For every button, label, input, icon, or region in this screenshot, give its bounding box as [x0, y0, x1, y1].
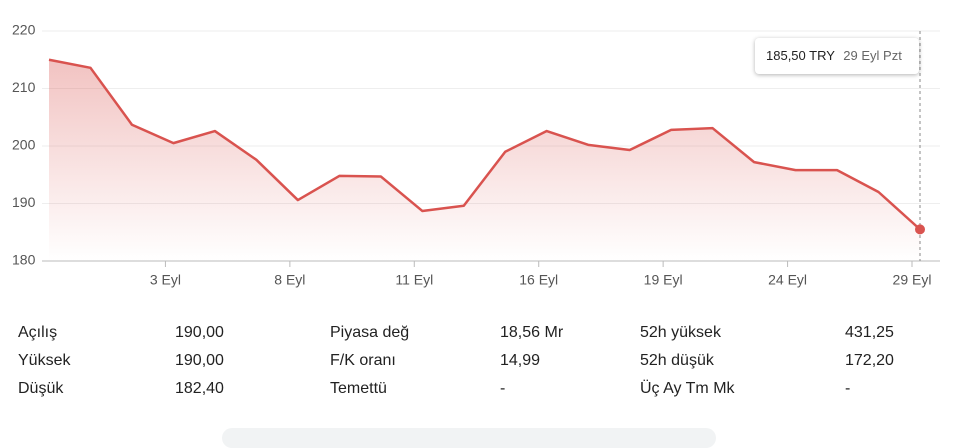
stat-value: 172,20 [845, 352, 894, 369]
y-tick-label: 210 [12, 79, 36, 95]
y-tick-label: 220 [12, 22, 36, 38]
stat-label: Temettü [330, 380, 387, 397]
x-tick-label: 16 Eyl [519, 272, 558, 288]
stat-value: - [845, 380, 851, 397]
tooltip-date: 29 Eyl Pzt [843, 48, 902, 63]
x-tick-label: 8 Eyl [274, 272, 305, 288]
stat-label: Açılış [18, 324, 58, 341]
last-point [915, 224, 925, 235]
x-tick-label: 11 Eyl [395, 272, 433, 288]
stat-label: Düşük [18, 380, 64, 397]
stat-value: - [500, 380, 506, 397]
x-tick-label: 19 Eyl [644, 272, 683, 288]
search-box[interactable] [222, 428, 716, 448]
stat-label: Piyasa değ [330, 324, 410, 341]
stat-value: 431,25 [845, 324, 894, 341]
y-tick-label: 180 [12, 252, 36, 268]
tooltip: 185,50 TRY 29 Eyl Pzt [755, 38, 919, 74]
stat-value: 190,00 [175, 352, 224, 369]
stat-label: 52h düşük [640, 352, 714, 369]
stat-value: 14,99 [500, 352, 541, 369]
price-line [48, 58, 921, 231]
x-tick-label: 3 Eyl [150, 272, 181, 288]
tooltip-price: 185,50 TRY [766, 48, 835, 63]
y-tick-label: 190 [12, 194, 36, 210]
stat-label: Üç Ay Tm Mk [640, 380, 735, 397]
area [49, 59, 920, 261]
x-tick-label: 24 Eyl [768, 272, 807, 288]
stat-label: Yüksek [18, 352, 71, 369]
stat-label: 52h yüksek [640, 324, 721, 341]
chart: 180 190 200 210 220 3 Eyl 8 Eyl 11 Eyl 16 Eyl 19 … [12, 22, 940, 288]
x-tick-label: 29 Eyl [893, 272, 932, 288]
stat-value: 18,56 Mr [500, 324, 564, 341]
stat-label: F/K oranı [330, 352, 396, 369]
page: 180 190 200 210 220 3 Eyl 8 Eyl 11 Eyl 16 Eyl 19 … [12, 21, 940, 448]
stat-value: 182,40 [175, 380, 224, 397]
stat-value: 190,00 [175, 324, 224, 341]
y-tick-label: 200 [12, 137, 36, 153]
